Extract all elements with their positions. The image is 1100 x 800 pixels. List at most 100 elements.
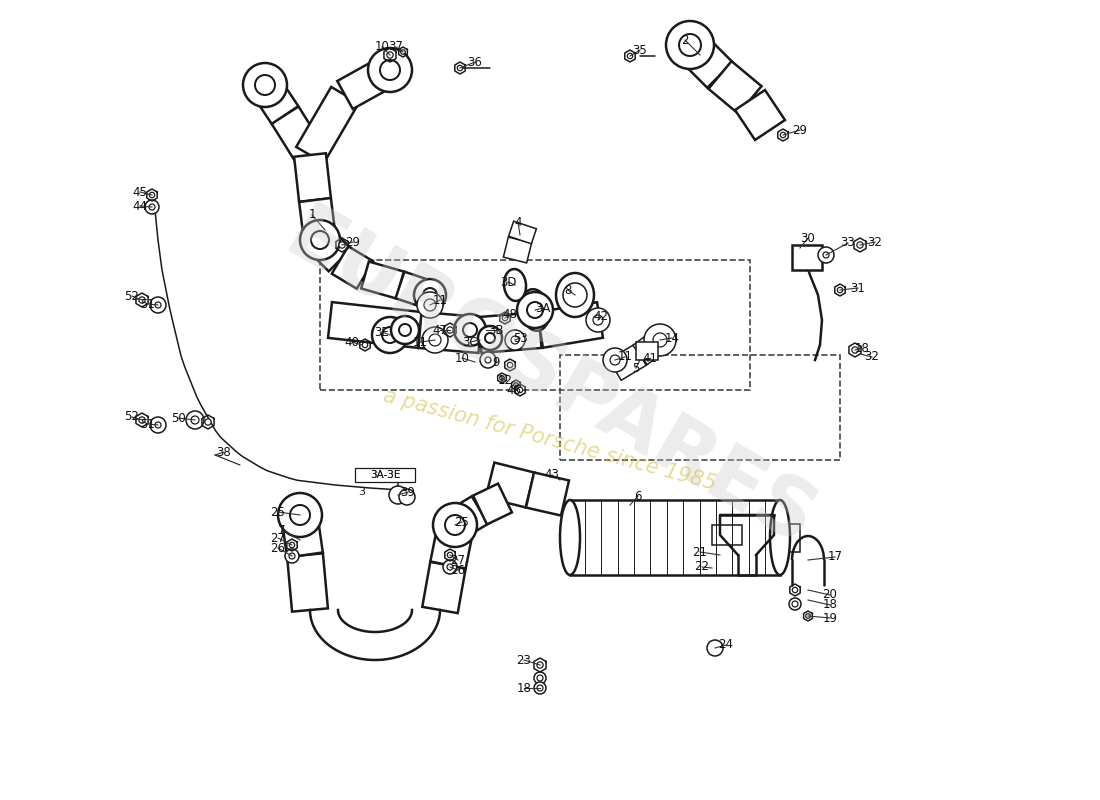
- Text: 33: 33: [840, 237, 856, 250]
- Circle shape: [792, 587, 798, 593]
- Text: 18: 18: [823, 598, 837, 611]
- Circle shape: [823, 252, 829, 258]
- FancyBboxPatch shape: [712, 525, 743, 545]
- Circle shape: [679, 34, 701, 56]
- Circle shape: [537, 662, 543, 668]
- Circle shape: [379, 60, 400, 80]
- Text: 3E: 3E: [375, 326, 389, 338]
- Circle shape: [155, 422, 161, 428]
- Circle shape: [443, 560, 456, 574]
- Circle shape: [485, 333, 495, 343]
- Ellipse shape: [504, 269, 526, 301]
- Circle shape: [586, 308, 611, 332]
- Circle shape: [454, 314, 486, 346]
- Text: 22: 22: [694, 561, 710, 574]
- Text: 5: 5: [632, 362, 640, 374]
- Text: 52: 52: [124, 410, 140, 423]
- Text: 24: 24: [718, 638, 734, 651]
- Polygon shape: [294, 154, 331, 202]
- Text: 51: 51: [141, 298, 155, 310]
- Circle shape: [527, 302, 543, 318]
- Text: 3A-3E: 3A-3E: [370, 470, 400, 480]
- Circle shape: [139, 297, 145, 303]
- Text: 39: 39: [400, 486, 416, 498]
- Polygon shape: [504, 237, 531, 263]
- Circle shape: [818, 247, 834, 263]
- Circle shape: [857, 242, 864, 248]
- Circle shape: [792, 601, 798, 607]
- Text: 51: 51: [141, 418, 155, 430]
- Polygon shape: [608, 345, 646, 380]
- Circle shape: [507, 362, 513, 368]
- Circle shape: [389, 486, 407, 504]
- Ellipse shape: [770, 500, 790, 575]
- Circle shape: [255, 75, 275, 95]
- Circle shape: [290, 505, 310, 525]
- Circle shape: [278, 493, 322, 537]
- Text: 6: 6: [635, 490, 641, 502]
- Circle shape: [447, 327, 453, 333]
- Circle shape: [448, 552, 453, 558]
- Polygon shape: [252, 76, 298, 124]
- Text: 3C: 3C: [462, 335, 477, 349]
- Circle shape: [417, 292, 443, 318]
- Text: 52: 52: [124, 290, 140, 302]
- Text: 1: 1: [308, 209, 316, 222]
- Ellipse shape: [520, 289, 549, 331]
- Circle shape: [603, 348, 627, 372]
- Polygon shape: [338, 56, 398, 109]
- Text: 50: 50: [170, 411, 186, 425]
- Circle shape: [666, 21, 714, 69]
- Polygon shape: [735, 90, 785, 140]
- Polygon shape: [537, 302, 603, 348]
- Text: 8: 8: [564, 283, 572, 297]
- Text: 32: 32: [868, 235, 882, 249]
- Polygon shape: [632, 330, 668, 365]
- Circle shape: [512, 336, 519, 344]
- Circle shape: [243, 63, 287, 107]
- Circle shape: [534, 672, 546, 684]
- Polygon shape: [478, 312, 541, 353]
- Text: 26: 26: [451, 563, 465, 577]
- Text: 32: 32: [865, 350, 879, 363]
- Polygon shape: [332, 246, 373, 289]
- Circle shape: [563, 283, 587, 307]
- Circle shape: [707, 640, 723, 656]
- FancyBboxPatch shape: [355, 468, 415, 482]
- Circle shape: [387, 52, 393, 58]
- Polygon shape: [296, 87, 359, 163]
- Text: 27: 27: [271, 531, 286, 545]
- Polygon shape: [328, 302, 422, 348]
- Text: 53: 53: [513, 331, 527, 345]
- Circle shape: [424, 299, 436, 311]
- Text: 20: 20: [823, 589, 837, 602]
- Circle shape: [499, 376, 504, 380]
- Ellipse shape: [556, 273, 594, 317]
- Circle shape: [372, 317, 408, 353]
- Text: 11: 11: [412, 335, 428, 349]
- Circle shape: [382, 327, 398, 343]
- Text: 11: 11: [432, 294, 448, 306]
- Polygon shape: [422, 562, 465, 613]
- Circle shape: [150, 417, 166, 433]
- Text: 14: 14: [664, 331, 680, 345]
- Polygon shape: [309, 229, 351, 271]
- Circle shape: [837, 287, 843, 293]
- Circle shape: [429, 334, 441, 346]
- Circle shape: [186, 411, 204, 429]
- Text: 46: 46: [506, 383, 521, 397]
- Circle shape: [505, 330, 525, 350]
- Circle shape: [463, 323, 477, 337]
- Text: 18: 18: [517, 682, 531, 694]
- Circle shape: [148, 204, 155, 210]
- Text: 45: 45: [133, 186, 147, 198]
- Circle shape: [155, 302, 161, 308]
- Circle shape: [537, 685, 543, 691]
- Circle shape: [610, 355, 620, 365]
- Text: 29: 29: [345, 235, 361, 249]
- Text: 40: 40: [344, 335, 360, 349]
- Circle shape: [517, 292, 553, 328]
- Polygon shape: [272, 106, 323, 163]
- Text: 25: 25: [271, 506, 285, 518]
- Polygon shape: [418, 312, 482, 353]
